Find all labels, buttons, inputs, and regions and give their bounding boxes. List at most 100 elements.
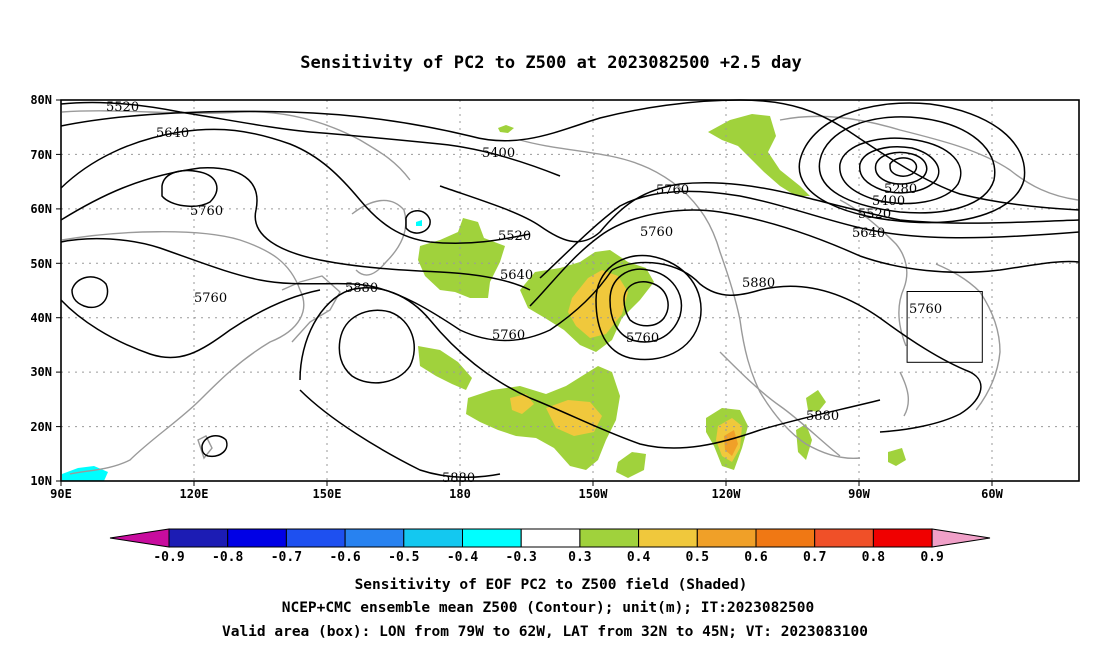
colorbar-cell xyxy=(344,528,405,548)
colorbar-cell xyxy=(755,528,816,548)
lon-label: 90E xyxy=(50,487,72,501)
shade-green-central-america xyxy=(888,448,906,466)
shade-green-asia-pacific xyxy=(418,218,505,298)
contour-label: 5760 xyxy=(190,204,223,219)
colorbar-label: -0.7 xyxy=(271,550,302,565)
contour-5760-mid xyxy=(529,209,1080,307)
contour-low-inner xyxy=(623,280,669,327)
contour-label: 5880 xyxy=(345,281,378,296)
colorbar-cell xyxy=(579,528,640,548)
contour-label-group: 5520 5640 5760 5760 5400 5520 5640 5760 … xyxy=(106,100,942,486)
contour-label: 5760 xyxy=(626,331,659,346)
colorbar-label: -0.3 xyxy=(506,550,537,565)
map-panel: 5520 5640 5760 5760 5400 5520 5640 5760 … xyxy=(30,93,1080,501)
contour-5880-east xyxy=(611,261,982,433)
contour-5760-west xyxy=(60,167,531,291)
colorbar-label: 0.8 xyxy=(862,550,886,565)
caption-line-2: NCEP+CMC ensemble mean Z500 (Contour); u… xyxy=(282,600,815,616)
coast-mexico xyxy=(719,351,841,457)
lon-labels: 90E 120E 150E 180 150W 120W 90W 60W xyxy=(50,487,1003,501)
contour-label: 5400 xyxy=(482,146,515,161)
colorbar-label: -0.8 xyxy=(212,550,243,565)
colorbar-label: -0.5 xyxy=(388,550,419,565)
contour-polar-4 xyxy=(889,157,918,177)
contour-5760-west-loop xyxy=(161,169,218,208)
lon-label: 90W xyxy=(848,487,870,501)
contour-5520-mid xyxy=(439,182,1080,243)
coast-us-east xyxy=(935,263,1001,411)
shade-yellow-tropics-west xyxy=(510,394,534,414)
captions: Sensitivity of EOF PC2 to Z500 field (Sh… xyxy=(222,577,868,640)
shade-cyan-southwest xyxy=(62,466,108,481)
colorbar-labels: -0.9 -0.8 -0.7 -0.6 -0.5 -0.4 -0.3 0.3 0… xyxy=(153,550,943,565)
coast-hudson xyxy=(839,199,908,347)
colorbar-cell xyxy=(814,528,874,548)
colorbar-cell xyxy=(285,528,346,548)
contour-label: 5760 xyxy=(194,291,227,306)
contour-5520-west xyxy=(60,101,561,177)
contour-label: 5760 xyxy=(656,183,689,198)
colorbar-arrow-right xyxy=(931,528,991,548)
coast-florida xyxy=(899,371,910,417)
colorbar-label: 0.5 xyxy=(686,550,709,565)
coast-asia-north xyxy=(61,110,411,181)
shade-green-hawaii-south xyxy=(616,452,646,478)
z500-contours xyxy=(60,99,1080,478)
contour-5400 xyxy=(60,99,1080,211)
contour-label: 5400 xyxy=(872,194,905,209)
colorbar-label: -0.4 xyxy=(447,550,478,565)
shade-green-north-canada xyxy=(708,114,810,196)
contour-label: 5520 xyxy=(106,100,139,115)
colorbar-label: 0.6 xyxy=(744,550,768,565)
colorbar: -0.9 -0.8 -0.7 -0.6 -0.5 -0.4 -0.3 0.3 0… xyxy=(109,528,991,565)
caption-line-3: Valid area (box): LON from 79W to 62W, L… xyxy=(222,624,868,640)
contour-label: 5280 xyxy=(884,182,917,197)
contour-low-mid xyxy=(609,268,683,343)
caption-line-1: Sensitivity of EOF PC2 to Z500 field (Sh… xyxy=(355,577,748,593)
contour-label: 5760 xyxy=(640,225,673,240)
colorbar-cell xyxy=(520,528,581,548)
contour-polar-3 xyxy=(874,151,928,185)
valid-area-box xyxy=(906,291,983,363)
lat-label: 30N xyxy=(30,365,52,379)
shade-green-caribbean xyxy=(806,390,826,412)
contour-label: 5520 xyxy=(858,207,891,222)
colorbar-arrow-left xyxy=(109,528,170,548)
colorbar-cell xyxy=(462,528,522,548)
contour-5880-loop xyxy=(338,309,415,384)
lon-label: 150E xyxy=(313,487,342,501)
lat-labels: 80N 70N 60N 50N 40N 30N 20N 10N xyxy=(30,93,52,488)
lat-label: 40N xyxy=(30,311,52,325)
contour-5880-left xyxy=(60,289,321,359)
grid xyxy=(61,100,1079,481)
lat-label: 50N xyxy=(30,257,52,271)
lon-label: 180 xyxy=(449,487,471,501)
lon-label: 120E xyxy=(180,487,209,501)
colorbar-label: -0.6 xyxy=(329,550,360,565)
lon-label: 60W xyxy=(981,487,1003,501)
colorbar-label: 0.3 xyxy=(568,550,591,565)
lat-label: 60N xyxy=(30,202,52,216)
contour-label: 5760 xyxy=(492,328,525,343)
plot-title: Sensitivity of PC2 to Z500 at 2023082500… xyxy=(300,53,802,73)
coast-korea-japan xyxy=(281,275,341,343)
colorbar-cell xyxy=(638,528,698,548)
map-frame xyxy=(60,99,1080,482)
coast-philippines xyxy=(197,435,213,460)
contour-low-outer xyxy=(595,254,702,361)
contour-label: 5880 xyxy=(442,471,475,486)
colorbar-label: -0.9 xyxy=(153,550,184,565)
colorbar-label: 0.4 xyxy=(627,550,651,565)
shade-green-west-pacific xyxy=(418,346,472,390)
shade-orange-mexico xyxy=(724,430,738,456)
colorbar-cell xyxy=(403,528,463,548)
lon-label: 120W xyxy=(712,487,742,501)
contour-5640-mid xyxy=(539,190,1080,279)
contour-polar-6 xyxy=(798,102,1026,224)
contour-5880-south xyxy=(299,286,881,449)
contour-polar-5 xyxy=(818,116,996,214)
colorbar-cell xyxy=(168,528,229,548)
lon-label: 150W xyxy=(579,487,609,501)
contour-5760-small-loop xyxy=(405,210,431,234)
coast-greenland-canada xyxy=(779,115,1079,201)
